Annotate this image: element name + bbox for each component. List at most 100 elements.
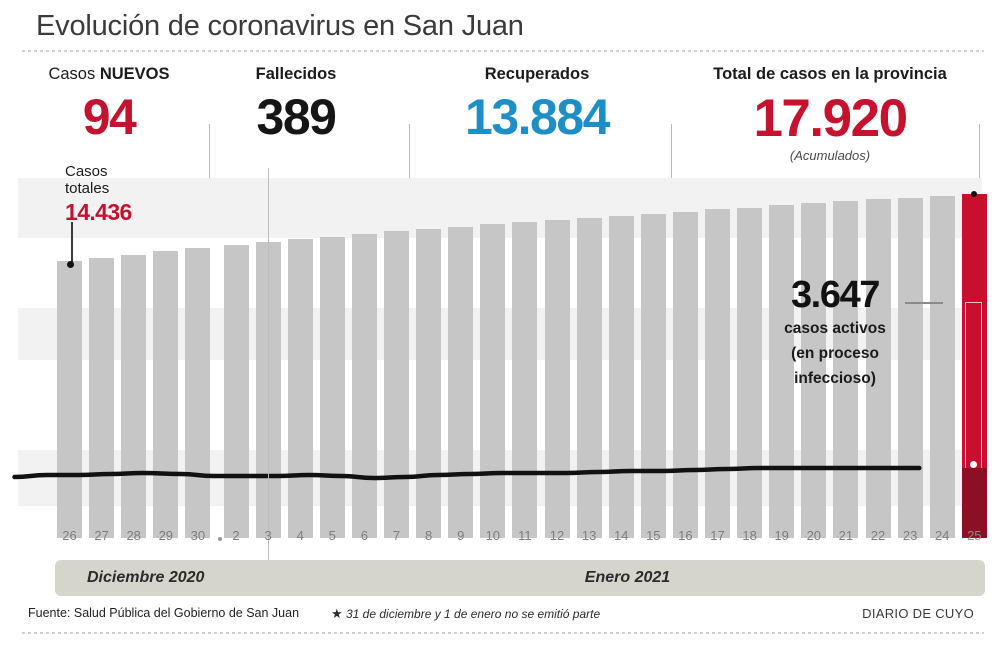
x-axis-tick-label: 21 [838, 528, 854, 543]
kpi-divider-4 [979, 124, 980, 218]
x-axis-tick-label: 22 [870, 528, 886, 543]
annotation-right-line1: casos activos [784, 320, 886, 337]
x-axis-tick-label: 27 [94, 528, 109, 543]
kpi-casos-nuevos-label: Casos NUEVOS [18, 66, 200, 83]
footer-brand: DIARIO DE CUYO [862, 606, 974, 621]
x-axis-tick-label: 9 [457, 528, 465, 543]
bar-total [608, 216, 634, 538]
footer-source: Fuente: Salud Pública del Gobierno de Sa… [28, 606, 300, 620]
bar-total [897, 198, 923, 538]
bar-total [672, 212, 698, 538]
x-axis-tick-label: 14 [613, 528, 629, 543]
annotation-left-leader-line [71, 222, 73, 264]
bar-total [351, 234, 377, 538]
chart-plot [55, 166, 987, 538]
x-axis-tick-label: 29 [158, 528, 174, 543]
annotation-right-line3: infeccioso) [794, 369, 876, 387]
star-icon: ★ [331, 606, 343, 621]
bar-total [833, 201, 859, 538]
chart-area: Casos totales 14.436 3.647 casos activos… [0, 163, 1000, 538]
x-axis-tick-label: 3 [264, 528, 272, 543]
kpi-recuperados-label: Recuperados [484, 65, 590, 83]
x-axis-tick-label: 13 [581, 528, 597, 543]
month-band: Diciembre 2020 Enero 2021 [55, 560, 985, 596]
bar-total [223, 245, 249, 538]
footer-divider [22, 632, 984, 634]
bar-total [416, 229, 442, 538]
month-split-line [268, 168, 269, 590]
annotation-right-line2: (en proceso [791, 344, 879, 362]
kpi-strip: Casos NUEVOS 94 Fallecidos 389 Recuperad… [0, 58, 1000, 218]
x-axis-tick-label: 15 [646, 528, 661, 543]
x-axis-tick-label: 12 [549, 528, 565, 543]
bar-active-segment [961, 468, 987, 538]
kpi-fallecidos-value: 389 [256, 88, 337, 145]
annotation-right-leader-line [905, 302, 943, 304]
bar-callout-bracket [964, 302, 982, 468]
kpi-label-thin: Casos [48, 65, 100, 83]
x-axis-tick-label: 25 [967, 528, 982, 543]
page-title: Evolución de coronavirus en San Juan [36, 10, 524, 42]
x-axis-tick-label: 23 [902, 528, 918, 543]
kpi-divider-1 [209, 124, 210, 218]
x-axis-tick-label: 16 [678, 528, 693, 543]
kpi-divider-2 [409, 124, 410, 218]
bar-total [801, 203, 827, 538]
x-axis-tick-label: 19 [774, 528, 789, 543]
kpi-casos-nuevos: Casos NUEVOS 94 [18, 66, 200, 142]
active-cases-marker-dot [969, 461, 977, 468]
x-axis-tick-label: 2 [232, 528, 240, 543]
bar-total [929, 196, 955, 538]
kpi-total-provincia: Total de casos en la provincia 17.920 (A… [680, 66, 980, 163]
kpi-casos-nuevos-value: 94 [82, 88, 137, 145]
x-axis-tick-label: 7 [392, 528, 401, 543]
total-cases-marker-dot [970, 191, 977, 197]
bar-total [512, 222, 538, 538]
x-axis-tick-label: 18 [742, 528, 757, 543]
bar-total [89, 258, 115, 538]
x-axis-tick-label: 10 [485, 528, 501, 543]
bar-total [57, 261, 82, 538]
x-axis-tick-label: 26 [62, 528, 77, 543]
bar-total [384, 231, 409, 538]
bar-total [287, 239, 313, 538]
x-axis-tick-label: 4 [296, 528, 304, 543]
bar-total [121, 255, 147, 538]
bar-total [153, 251, 179, 538]
kpi-recuperados-value: 13.884 [465, 88, 610, 145]
annotation-casos-activos: 3.647 casos activos (en proceso infeccio… [760, 276, 910, 389]
annotation-right-value: 3.647 [790, 274, 880, 316]
x-axis-tick-label: 30 [190, 528, 206, 543]
kpi-fallecidos-label: Fallecidos [255, 65, 337, 83]
title-divider [22, 50, 984, 52]
bar-total [448, 227, 474, 538]
annotation-left-line1: Casos [65, 163, 108, 180]
x-axis-tick-label: 28 [126, 528, 141, 543]
bar-highlight-total [961, 191, 987, 538]
month-label-diciembre: Diciembre 2020 [87, 569, 205, 586]
chart-x-axis: 26 27 28 29 30 2 3 4 5 6 7 8 9 10 11 12 13 14 15 16 17 18 19 20… [55, 168, 985, 590]
bar-total [865, 199, 891, 538]
kpi-total-value: 17.920 [753, 88, 908, 148]
bar-total [480, 224, 506, 538]
x-axis-tick-label: 20 [806, 528, 822, 543]
bar-total [769, 205, 795, 538]
kpi-label-bold: NUEVOS [99, 65, 170, 83]
kpi-fallecidos: Fallecidos 389 [216, 66, 376, 142]
x-axis-tick-label: 8 [424, 528, 433, 543]
footer-note-text: 31 de diciembre y 1 de enero no se emiti… [346, 607, 601, 621]
x-axis-tick-label: 24 [934, 528, 950, 543]
x-axis-tick-label: 5 [328, 528, 336, 543]
kpi-recuperados: Recuperados 13.884 [418, 66, 656, 142]
bar-total [576, 218, 602, 538]
kpi-divider-3 [671, 124, 672, 218]
bar-total [185, 248, 211, 538]
annotation-left-line2: totales [65, 179, 110, 197]
bar-total [737, 208, 763, 538]
bar-total [544, 220, 570, 538]
kpi-total-label: Total de casos en la provincia [713, 65, 947, 83]
x-axis-tick-label: 6 [360, 528, 368, 543]
footer: Fuente: Salud Pública del Gobierno de Sa… [0, 606, 1000, 630]
bar-total [319, 237, 345, 538]
